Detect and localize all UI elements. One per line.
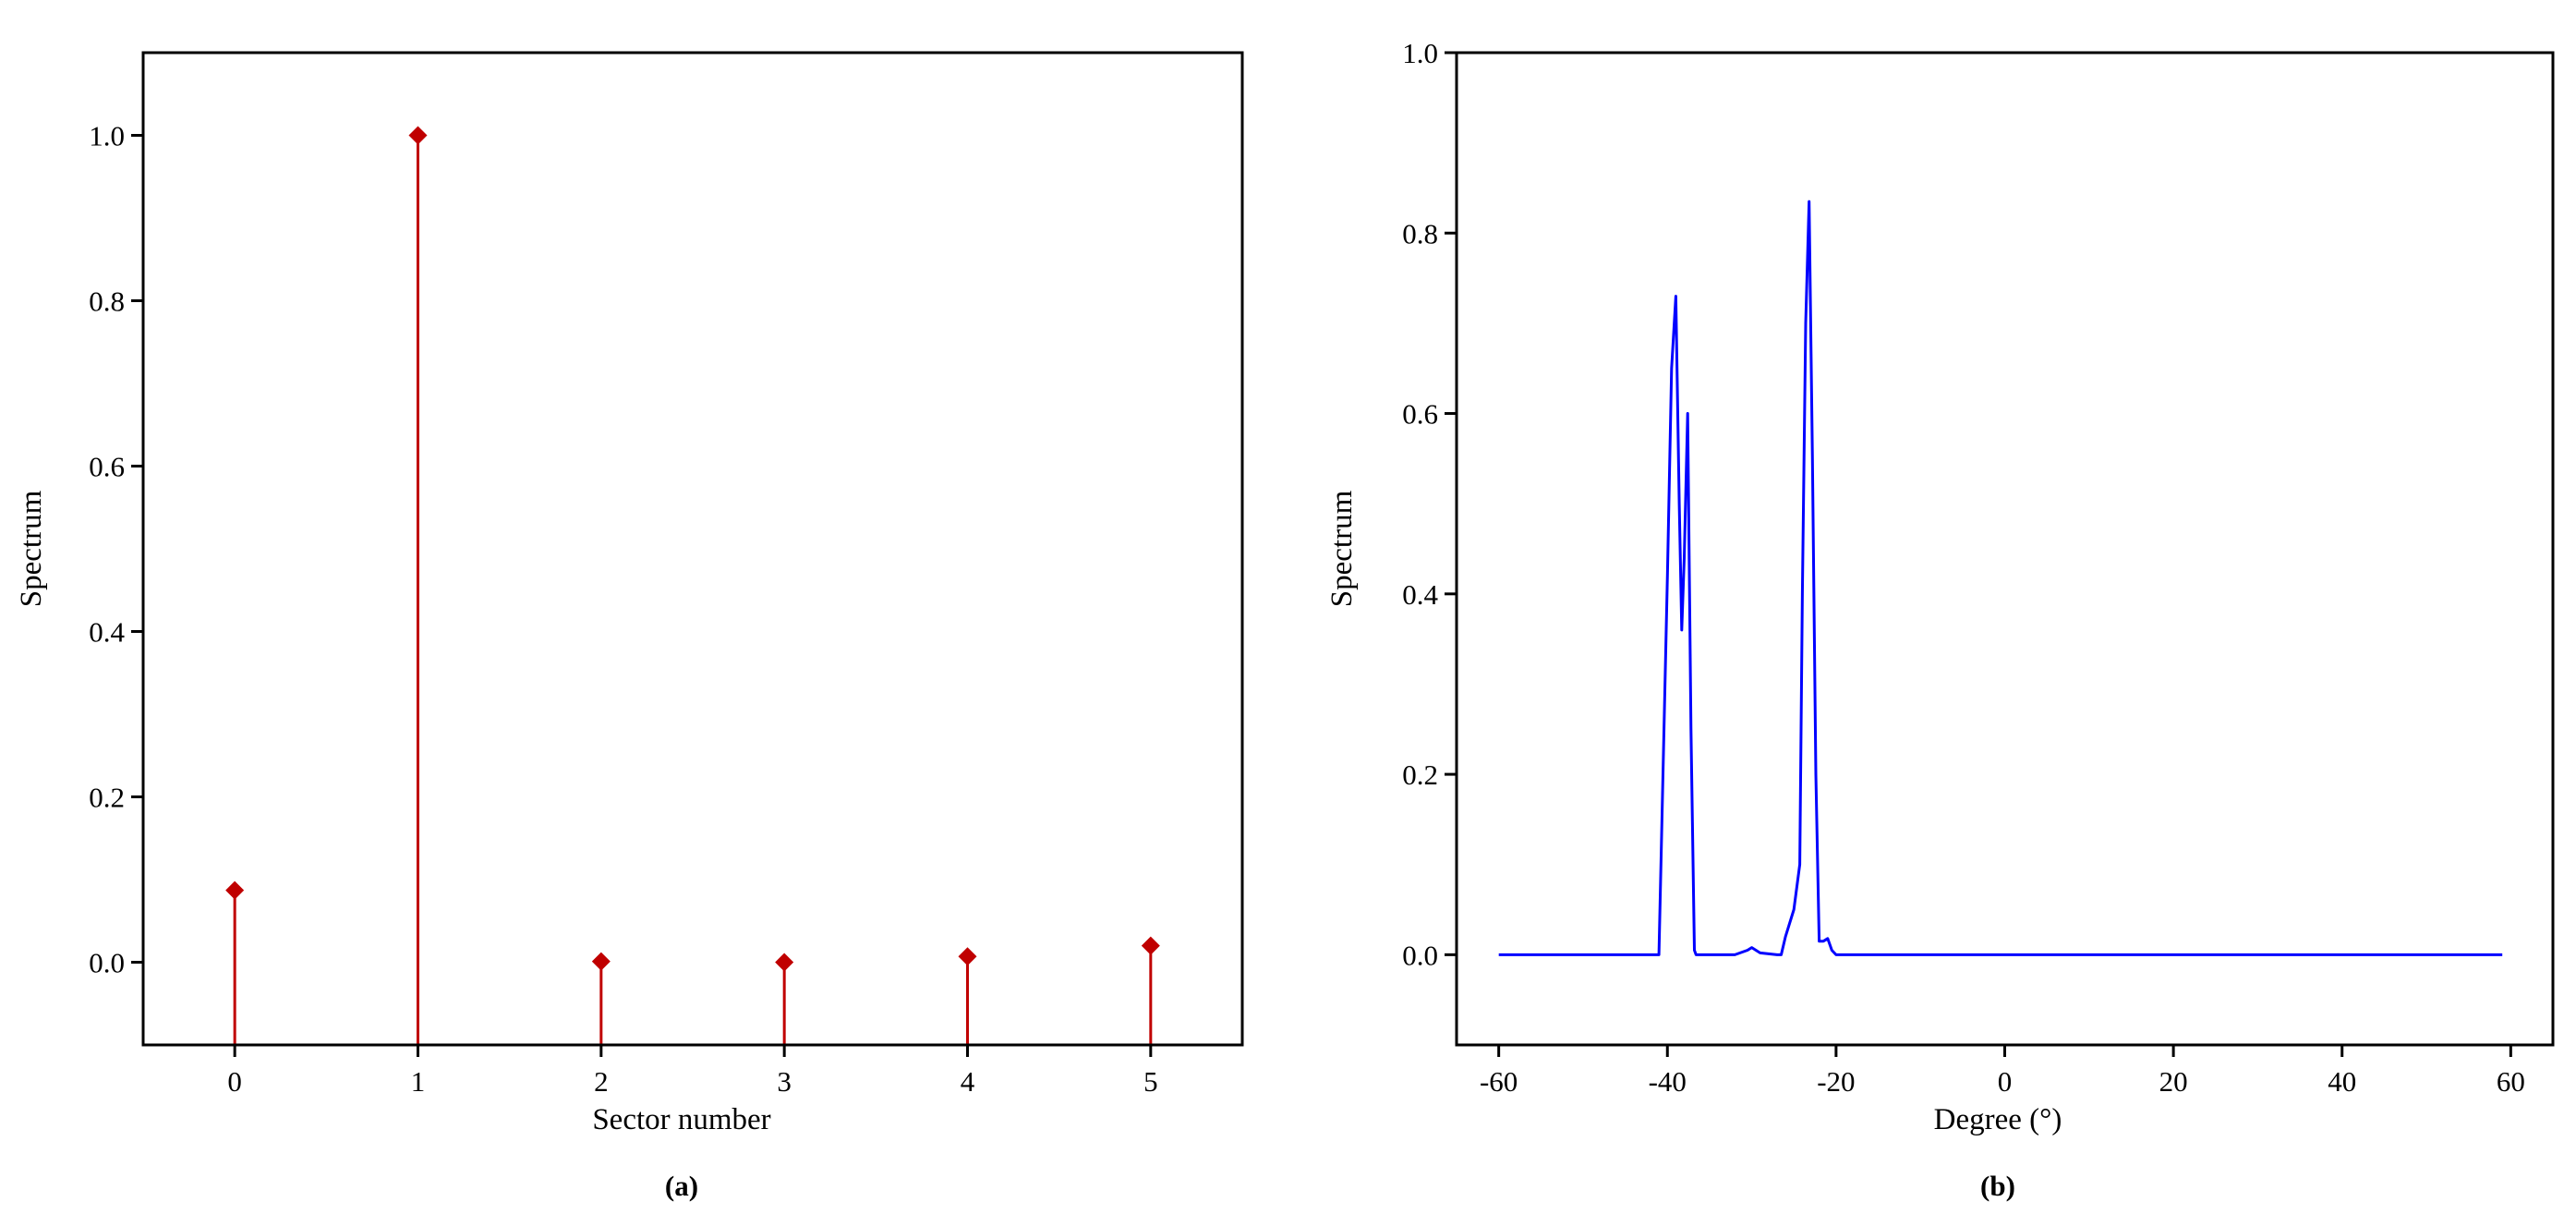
y-tick-label: 1.0 [89,120,125,152]
y-tick-label: 0.0 [89,947,125,979]
plot-frame-a [141,51,1244,1047]
y-tick-label: 0.6 [1402,398,1438,431]
y-tick-label: 0.8 [89,285,125,318]
x-tick-label: 40 [2328,1065,2356,1098]
plot-frame-b [1455,51,2555,1047]
x-tick-label: -60 [1480,1065,1518,1098]
x-tick-label: 20 [2159,1065,2188,1098]
y-axis-label-b: Spectrum [1325,490,1359,607]
y-tick-label: 0.2 [89,782,125,814]
x-tick-label: 1 [411,1065,426,1098]
x-axis-label-a: Sector number [592,1103,770,1136]
y-axis-ticks-a: 0.0 0.2 0.4 0.6 0.8 1.0 [89,120,143,979]
panel-label-a: (a) [665,1170,698,1202]
y-tick-label: 1.0 [1402,37,1438,69]
x-tick-label: 5 [1143,1065,1158,1098]
x-axis-ticks-a: 0 1 2 3 4 5 [227,1045,1158,1098]
stem-marker [775,953,794,972]
x-tick-label: -40 [1649,1065,1687,1098]
y-axis-ticks-b: 0.0 0.2 0.4 0.6 0.8 1.0 [1402,37,1457,971]
x-tick-label: 0 [1998,1065,2013,1098]
stem-marker [591,952,611,971]
y-tick-label: 0.6 [89,451,125,483]
x-axis-label-b: Degree (°) [1934,1103,2062,1136]
stem-series [225,126,1160,1045]
x-tick-label: 4 [961,1065,975,1098]
stem-marker [408,126,428,145]
spectrum-line [1498,200,2503,956]
stem-marker [958,947,977,966]
panel-label-b: (b) [1980,1170,2015,1202]
x-tick-label: -20 [1817,1065,1855,1098]
stem-marker [1141,936,1160,955]
line-series [1498,200,2503,956]
y-tick-label: 0.2 [1402,759,1438,791]
y-axis-label-a: Spectrum [15,490,48,607]
x-tick-label: 60 [2497,1065,2525,1098]
y-tick-label: 0.4 [1402,578,1438,611]
stem-marker [225,880,245,900]
x-tick-label: 0 [227,1065,242,1098]
x-tick-label: 3 [777,1065,792,1098]
y-tick-label: 0.4 [89,616,125,649]
y-tick-label: 0.8 [1402,217,1438,249]
chart-panel-b: -60 -40 -20 0 20 40 60 0.0 0.2 0.4 0.6 0.8 1.0 Degr… [1325,37,2555,1202]
x-tick-label: 2 [594,1065,609,1098]
y-tick-label: 0.0 [1402,939,1438,971]
x-axis-ticks-b: -60 -40 -20 0 20 40 60 [1480,1045,2525,1098]
